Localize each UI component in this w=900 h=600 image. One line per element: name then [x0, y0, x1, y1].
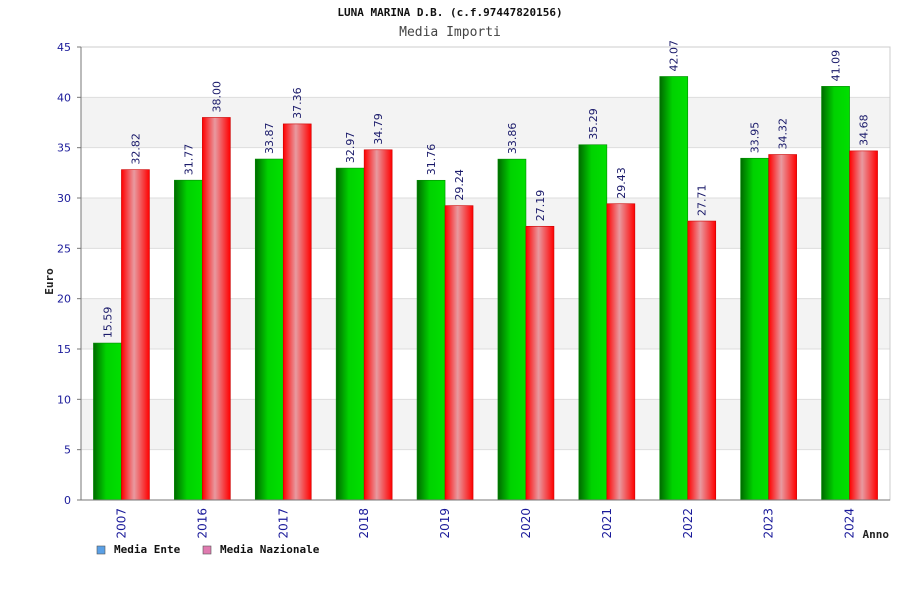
y-tick-label: 10	[57, 393, 71, 406]
bar-value-label: 42.07	[668, 40, 681, 72]
y-tick-label: 40	[57, 91, 71, 104]
bar-media-ente	[821, 86, 850, 501]
y-tick-label: 20	[57, 293, 71, 306]
bar-value-label: 29.43	[615, 167, 628, 199]
x-tick-label: 2024	[843, 508, 857, 539]
bar-media-nazionale	[606, 203, 636, 501]
bar-value-label: 33.87	[263, 123, 276, 155]
bar-media-ente	[578, 144, 608, 501]
bar-media-nazionale	[202, 117, 231, 501]
bar-value-label: 34.79	[372, 113, 385, 145]
bar-media-nazionale	[768, 154, 797, 501]
bar-media-ente	[416, 179, 446, 501]
x-axis-label: Anno	[863, 528, 890, 541]
x-tick-label: 2022	[681, 508, 695, 539]
chart-subtitle: Media Importi	[399, 25, 501, 40]
chart-title: LUNA MARINA D.B. (c.f.97447820156)	[337, 6, 563, 19]
bar-value-label: 33.95	[749, 122, 762, 154]
y-tick-label: 5	[64, 444, 71, 457]
bar-value-label: 35.29	[587, 108, 600, 140]
y-tick-label: 35	[57, 142, 71, 155]
x-tick-label: 2007	[114, 508, 128, 539]
bar-media-ente	[93, 342, 122, 501]
bar-media-nazionale	[687, 220, 717, 501]
bar-value-label: 32.97	[344, 132, 357, 164]
bar-media-nazionale	[444, 205, 474, 501]
bar-value-label: 27.71	[696, 185, 709, 217]
bar-value-label: 33.86	[506, 123, 519, 155]
y-tick-label: 25	[57, 242, 71, 255]
legend-swatch-media-ente	[96, 545, 106, 555]
bar-media-nazionale	[121, 169, 150, 501]
bar-value-label: 31.77	[182, 144, 195, 176]
bar-value-label: 29.24	[453, 169, 466, 201]
x-tick-label: 2020	[519, 508, 533, 539]
y-tick-label: 30	[57, 192, 71, 205]
bar-media-ente	[659, 76, 689, 501]
legend-swatch-media-nazionale	[202, 545, 212, 555]
bar-media-nazionale	[849, 150, 878, 501]
y-axis-label: Euro	[43, 268, 56, 295]
bar-media-ente	[174, 179, 203, 501]
y-tick-label: 0	[64, 494, 71, 507]
bar-value-label: 31.76	[425, 144, 438, 176]
bar-value-label: 34.68	[858, 114, 871, 146]
x-tick-label: 2019	[438, 508, 452, 539]
bar-media-ente	[335, 167, 365, 501]
x-tick-label: 2018	[357, 508, 371, 539]
y-tick-label: 45	[57, 41, 71, 54]
bar-value-label: 27.19	[534, 190, 547, 222]
bar-value-label: 38.00	[210, 81, 223, 113]
x-tick-label: 2023	[762, 508, 776, 539]
legend-label: Media Ente	[114, 543, 181, 556]
bar-value-label: 41.09	[830, 50, 843, 82]
x-tick-label: 2016	[195, 508, 209, 539]
bar-value-label: 37.36	[291, 87, 304, 119]
bar-media-nazionale	[525, 225, 555, 501]
bar-media-ente	[497, 158, 527, 501]
bar-media-nazionale	[282, 123, 312, 501]
bar-media-ente	[740, 157, 769, 501]
bar-media-nazionale	[363, 149, 393, 501]
legend-label: Media Nazionale	[220, 543, 320, 556]
bar-value-label: 32.82	[129, 133, 142, 165]
y-tick-label: 15	[57, 343, 71, 356]
x-tick-label: 2021	[600, 508, 614, 539]
x-tick-label: 2017	[276, 508, 290, 539]
bar-media-ente	[254, 158, 284, 501]
bar-value-label: 34.32	[777, 118, 790, 150]
bar-value-label: 15.59	[101, 307, 114, 339]
